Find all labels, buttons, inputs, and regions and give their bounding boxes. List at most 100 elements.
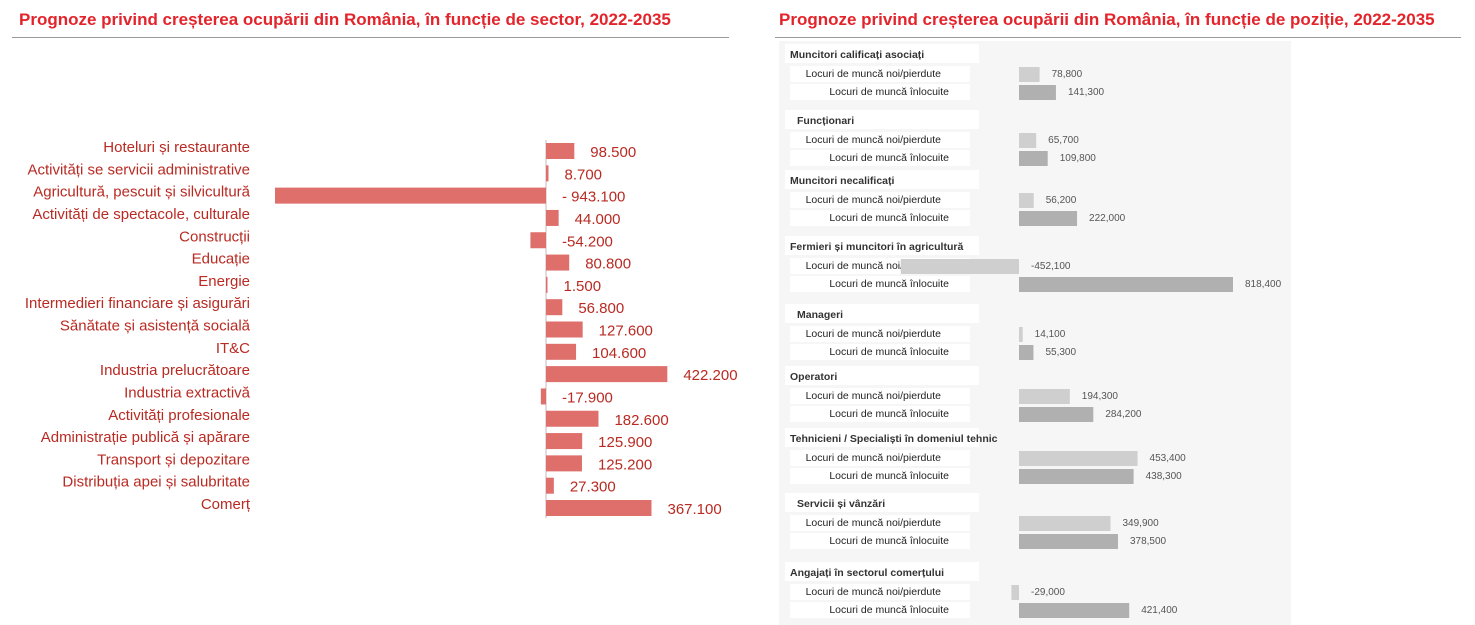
sector-category-label: Industria extractivă (124, 384, 251, 401)
position-group-header-box (785, 562, 979, 581)
sector-value-label: 422.200 (683, 367, 737, 384)
position-group-header-box (785, 170, 979, 189)
position-chart-title: Prognoze privind creșterea ocupării din … (779, 10, 1435, 29)
position-group-title: Servicii și vânzări (797, 498, 885, 510)
position-bar (1019, 151, 1048, 166)
position-row-label-box (790, 276, 970, 292)
sector-value-label: 367.100 (667, 501, 721, 518)
position-bar (1019, 345, 1034, 360)
sector-chart-title: Prognoze privind creșterea ocupării din … (19, 10, 671, 29)
position-row-label-box (790, 602, 970, 618)
position-value-label: 284,200 (1105, 409, 1142, 420)
position-bar (1011, 585, 1019, 600)
position-row-label: Locuri de muncă noi/pierdute (806, 390, 942, 402)
position-group-title: Fermieri și muncitori în agricultură (790, 241, 963, 253)
sector-title-divider (12, 37, 729, 38)
position-bar (1019, 451, 1138, 466)
sector-category-label: Agricultură, pescuit și silvicultură (33, 184, 250, 201)
position-bar (1019, 469, 1134, 484)
position-row-label: Locuri de muncă noi/pierdute (806, 452, 942, 464)
position-group-title: Tehnicieni / Specialiști în domeniul teh… (790, 433, 998, 445)
position-row-label-box (790, 84, 970, 100)
position-bar (1019, 603, 1130, 618)
sector-value-label: 27.300 (570, 479, 616, 496)
position-row-label-box (790, 515, 970, 531)
sector-value-label: 125.900 (598, 434, 652, 451)
position-row-label-box (790, 450, 970, 466)
position-bar (1019, 407, 1094, 422)
position-group-header-box (785, 428, 979, 447)
position-group-title: Manageri (797, 309, 843, 321)
position-row-label-box (790, 533, 970, 549)
position-value-label: 109,800 (1060, 153, 1097, 164)
position-row-label-box (790, 406, 970, 422)
sector-value-label: 182.600 (614, 412, 668, 429)
sector-bar (546, 165, 549, 182)
position-value-label: -29,000 (1031, 587, 1065, 598)
sector-category-label: Hoteluri și restaurante (103, 139, 250, 156)
position-row-label: Locuri de muncă înlocuite (829, 346, 949, 358)
position-group-header-box (785, 110, 979, 129)
position-group-header-box (785, 304, 979, 323)
sector-value-label: 98.500 (590, 144, 636, 161)
position-bar (1019, 534, 1118, 549)
position-row-label-box (790, 326, 970, 342)
position-value-label: 378,500 (1130, 536, 1167, 547)
position-row-label: Locuri de muncă înlocuite (829, 470, 949, 482)
position-row-label: Locuri de muncă noi/pierdute (806, 517, 942, 529)
position-value-label: 141,300 (1068, 87, 1105, 98)
position-bar (1019, 133, 1037, 148)
position-value-label: 222,000 (1089, 213, 1126, 224)
sector-value-label: 1.500 (564, 278, 602, 295)
sector-bar (546, 500, 652, 516)
sector-category-label: Distribuția apei și salubritate (62, 474, 250, 491)
position-group-title: Operatori (790, 371, 837, 383)
sector-category-label: Activități profesionale (108, 407, 250, 424)
position-value-label: 56,200 (1046, 195, 1077, 206)
position-row-label-box (790, 66, 970, 82)
position-value-label: 65,700 (1048, 135, 1079, 146)
position-bar (1019, 211, 1078, 226)
position-bar (1019, 85, 1056, 100)
sector-value-label: 127.600 (599, 323, 653, 340)
position-group-header-box (785, 366, 979, 385)
position-row-label: Locuri de muncă înlocuite (829, 212, 949, 224)
sector-value-label: 56.800 (578, 300, 624, 317)
sector-bar (546, 209, 559, 226)
position-value-label: 14,100 (1035, 329, 1066, 340)
position-group-header-box (785, 44, 979, 63)
sector-category-label: Activități se servicii administrative (27, 161, 250, 178)
sector-bar (546, 343, 577, 360)
position-group-header-box (785, 236, 979, 255)
position-value-label: 78,800 (1052, 69, 1083, 80)
position-title-divider (775, 37, 1461, 38)
sector-value-label: 44.000 (575, 211, 621, 228)
sector-bar (546, 366, 668, 383)
position-row-label-box (790, 584, 970, 600)
sector-bar (546, 477, 554, 494)
position-row-label: Locuri de muncă înlocuite (829, 408, 949, 420)
sector-value-label: -17.900 (562, 389, 613, 406)
sector-bar (546, 276, 548, 293)
position-value-label: 421,400 (1141, 605, 1178, 616)
position-row-label: Locuri de muncă înlocuite (829, 86, 949, 98)
sector-category-label: IT&C (216, 340, 250, 357)
sector-bar (275, 187, 546, 204)
sector-bar (546, 455, 582, 472)
position-row-label-box (790, 150, 970, 166)
position-value-label: 438,300 (1146, 471, 1183, 482)
position-bar (1019, 277, 1233, 292)
position-row-label: Locuri de muncă noi/pierdute (806, 194, 942, 206)
sector-bar (546, 143, 575, 159)
position-row-label: Locuri de muncă înlocuite (829, 535, 949, 547)
sector-value-label: 80.800 (585, 256, 631, 273)
position-bar (1019, 67, 1040, 82)
position-value-label: 453,400 (1150, 453, 1187, 464)
position-bar (900, 259, 1019, 274)
sector-category-label: Construcții (179, 228, 250, 245)
position-group-title: Muncitori calificați asociați (790, 49, 924, 61)
sector-category-label: Sănătate și asistență socială (60, 318, 251, 335)
position-row-label: Locuri de muncă noi/pierdute (806, 328, 942, 340)
position-row-label-box (790, 344, 970, 360)
